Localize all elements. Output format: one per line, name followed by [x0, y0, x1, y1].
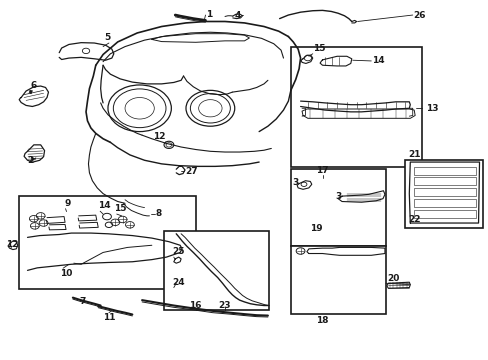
Bar [290, 169, 385, 246]
Text: 18: 18 [316, 316, 328, 325]
Bar [163, 231, 268, 310]
Bar [290, 47, 422, 167]
Text: 9: 9 [64, 199, 70, 208]
Text: 2: 2 [27, 156, 34, 165]
Text: 22: 22 [407, 215, 420, 224]
Text: 1: 1 [206, 10, 212, 19]
Text: 7: 7 [80, 297, 86, 306]
Text: 15: 15 [312, 44, 325, 53]
Text: 10: 10 [60, 269, 72, 278]
Text: 20: 20 [386, 274, 398, 283]
Bar [413, 188, 475, 196]
Text: 27: 27 [184, 167, 197, 176]
Text: 15: 15 [114, 204, 126, 213]
Bar [413, 177, 475, 185]
Text: 12: 12 [5, 240, 18, 249]
Text: 3: 3 [335, 192, 341, 201]
Text: 14: 14 [98, 202, 111, 211]
Text: 8: 8 [156, 209, 162, 218]
Text: 23: 23 [218, 301, 231, 310]
Bar [290, 246, 385, 315]
Bar [413, 167, 475, 175]
Text: 19: 19 [309, 224, 322, 233]
Text: 6: 6 [31, 81, 37, 90]
Bar [19, 196, 195, 289]
Text: 21: 21 [407, 150, 420, 159]
Bar [413, 210, 475, 218]
Bar [405, 160, 483, 228]
Text: 4: 4 [234, 10, 240, 19]
Text: 17: 17 [316, 166, 328, 175]
Text: 16: 16 [189, 301, 202, 310]
Text: 13: 13 [425, 104, 438, 113]
Text: 24: 24 [172, 278, 184, 287]
Text: 25: 25 [172, 247, 184, 256]
Text: 11: 11 [102, 314, 115, 323]
Text: 14: 14 [371, 57, 384, 66]
Text: 26: 26 [413, 10, 426, 19]
Bar [413, 199, 475, 207]
Text: 12: 12 [153, 132, 165, 141]
Text: 3: 3 [292, 178, 299, 187]
Text: 5: 5 [104, 33, 110, 42]
